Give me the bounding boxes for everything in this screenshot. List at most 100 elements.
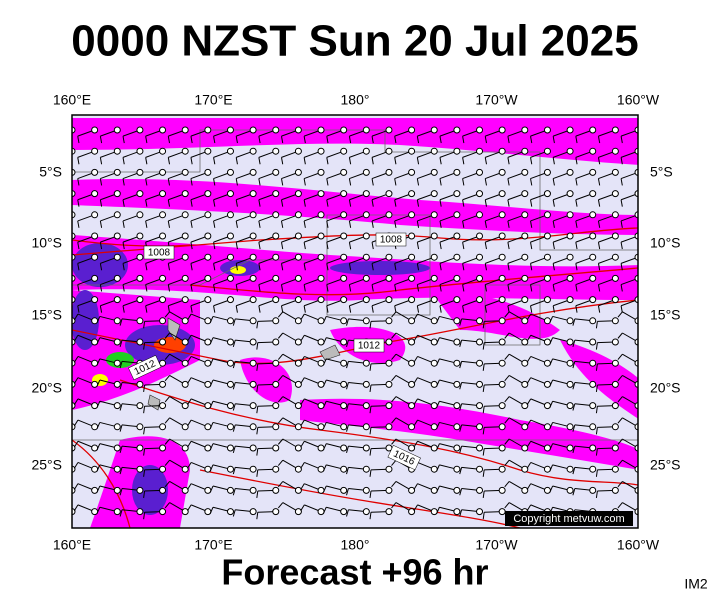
barb-tick [73, 419, 79, 427]
barb-tick [552, 263, 555, 271]
barb-tick [530, 199, 533, 207]
barb-station [408, 232, 416, 240]
barb-tick [530, 178, 533, 186]
barb-tick [99, 157, 103, 165]
barb-station [430, 211, 438, 219]
barb-station [317, 211, 325, 219]
barb-station [362, 168, 370, 176]
barb-staff [72, 130, 73, 131]
barb-tick [258, 199, 261, 207]
barb-station [476, 359, 484, 367]
barb-tick [122, 305, 125, 313]
barb-station [204, 380, 212, 388]
barb-station [408, 274, 416, 282]
barb-station [226, 508, 234, 516]
lon-label: 170°W [475, 537, 518, 553]
barb-station [317, 423, 325, 431]
barb-tick [326, 157, 329, 165]
barb-station [430, 168, 438, 176]
barb-station [204, 423, 212, 431]
barb-station [204, 508, 212, 516]
barb-tick [348, 263, 352, 271]
barb-station [317, 444, 325, 452]
barb-tick [504, 311, 510, 318]
barb-staff [72, 447, 73, 448]
barb-station [317, 126, 325, 134]
barb-station [498, 211, 506, 219]
barb-station [91, 465, 99, 473]
barb-station [566, 465, 574, 473]
barb-station [476, 147, 484, 155]
barb-station [476, 232, 484, 240]
barb-tick [167, 305, 171, 313]
barb-station [113, 317, 121, 325]
barb-tick [552, 178, 555, 186]
barb-tick [322, 443, 327, 451]
barb-tick [526, 334, 532, 342]
barb-tick [462, 305, 465, 313]
barb-station [249, 465, 257, 473]
barb-tick [413, 377, 418, 384]
barb-tick [326, 305, 329, 313]
barb-station [453, 359, 461, 367]
barb-tick [391, 375, 397, 382]
barb-station [113, 380, 121, 388]
barb-tick [617, 353, 623, 360]
barb-tick [620, 263, 623, 271]
barb-tick [258, 157, 261, 165]
barb-station [159, 486, 167, 494]
barb-tick [436, 507, 440, 514]
barb-station [294, 211, 302, 219]
barb-station [430, 402, 438, 410]
barb-tick [280, 220, 284, 228]
barb-tick [143, 342, 146, 350]
barb-station [159, 274, 167, 282]
copyright-box [505, 511, 633, 526]
barb-station [294, 338, 302, 346]
barb-tick [391, 332, 397, 339]
barb-station [91, 486, 99, 494]
barb-tick [96, 464, 101, 472]
barb-station [521, 211, 529, 219]
barb-station [226, 380, 234, 388]
barb-tick [572, 339, 576, 347]
barb-station [408, 338, 416, 346]
barb-tick [96, 443, 101, 451]
barb-tick [235, 199, 238, 207]
barb-tick [119, 318, 123, 326]
barb-tick [143, 448, 146, 456]
barb-station [340, 317, 348, 325]
barb-station [521, 126, 529, 134]
barb-station [226, 126, 234, 134]
barb-tick [391, 481, 397, 488]
barb-station [453, 444, 461, 452]
barb-station [91, 211, 99, 219]
barb-tick [346, 339, 349, 347]
barb-tick [300, 419, 305, 427]
barb-tick [209, 507, 214, 514]
barb-tick [73, 462, 79, 469]
barb-tick [413, 419, 418, 427]
barb-station [204, 465, 212, 473]
barb-station [340, 380, 348, 388]
barb-station [317, 317, 325, 325]
barb-tick [482, 384, 485, 393]
barb-station [113, 147, 121, 155]
barb-tick [167, 263, 171, 271]
barb-tick [256, 427, 259, 435]
barb-tick [235, 284, 238, 292]
barb-station [385, 211, 393, 219]
barb-station [340, 359, 348, 367]
barb-tick [280, 157, 284, 165]
barb-station [181, 444, 189, 452]
barb-tick [416, 305, 420, 313]
barb-tick [459, 403, 463, 411]
barb-tick [482, 490, 485, 499]
barb-tick [413, 440, 418, 448]
lon-label: 160°W [617, 537, 660, 553]
barb-station [226, 190, 234, 198]
barb-tick [484, 157, 487, 165]
barb-tick [484, 305, 487, 313]
barb-tick [597, 305, 601, 313]
